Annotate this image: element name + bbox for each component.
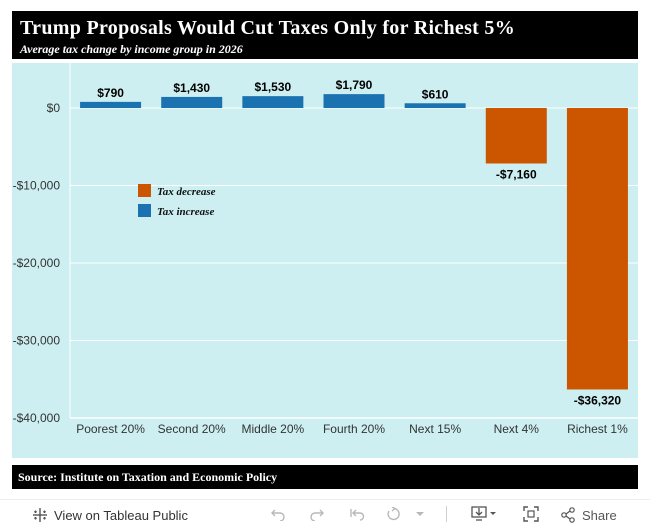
fullscreen-icon[interactable] [521, 506, 541, 522]
x-tick-label: Next 15% [409, 422, 461, 436]
data-label: $790 [97, 86, 124, 100]
y-tick-label: -$10,000 [13, 179, 61, 193]
refresh-icon[interactable] [384, 506, 404, 522]
bar-chart: $0 -$10,000 -$20,000 -$30,000 -$40,000 $790 Po… [13, 63, 638, 436]
tableau-toolbar: View on Tableau Public Share [0, 499, 650, 528]
legend-label: Tax increase [157, 206, 214, 218]
data-label: $610 [422, 87, 449, 101]
data-label: -$7,160 [496, 167, 537, 181]
x-tick-label: Middle 20% [242, 422, 305, 436]
source-note: Source: Institute on Taxation and Econom… [18, 470, 278, 484]
view-on-tableau-link[interactable]: View on Tableau Public [32, 507, 188, 523]
chart-subtitle: Average tax change by income group in 20… [20, 42, 243, 56]
view-on-tableau-label: View on Tableau Public [54, 507, 188, 523]
legend-swatch [138, 184, 151, 197]
bar [323, 94, 385, 108]
y-tick-label: -$20,000 [13, 256, 61, 270]
data-label: $1,430 [173, 81, 210, 95]
bar [161, 96, 223, 108]
legend-label: Tax decrease [157, 186, 216, 198]
bar [404, 103, 466, 108]
undo-icon[interactable] [268, 506, 288, 522]
toolbar-divider [446, 506, 447, 522]
data-label: $1,530 [255, 80, 292, 94]
chart-title: Trump Proposals Would Cut Taxes Only for… [20, 17, 516, 39]
bar [485, 108, 547, 164]
bar [242, 96, 304, 108]
title-bar: Trump Proposals Would Cut Taxes Only for… [12, 11, 638, 59]
y-tick-label: -$40,000 [13, 411, 61, 425]
share-icon [561, 507, 575, 523]
tableau-logo-icon [33, 508, 47, 522]
share-label: Share [582, 507, 617, 523]
source-bar: Source: Institute on Taxation and Econom… [12, 465, 638, 489]
data-label: -$36,320 [574, 393, 622, 407]
y-tick-label: $0 [47, 101, 61, 115]
redo-icon[interactable] [307, 506, 327, 522]
x-tick-label: Next 4% [494, 422, 540, 436]
download-icon[interactable] [470, 506, 500, 522]
data-label: $1,790 [336, 78, 373, 92]
x-tick-label: Poorest 20% [76, 422, 145, 436]
plot-area: $0 -$10,000 -$20,000 -$30,000 -$40,000 $790 Po… [12, 63, 638, 458]
bar [80, 101, 142, 108]
bar [566, 108, 628, 390]
x-tick-label: Second 20% [158, 422, 226, 436]
y-tick-label: -$30,000 [13, 334, 61, 348]
x-tick-label: Richest 1% [567, 422, 628, 436]
pause-dropdown-icon[interactable] [410, 506, 430, 522]
legend-swatch [138, 204, 151, 217]
revert-icon[interactable] [347, 506, 367, 522]
x-tick-label: Fourth 20% [323, 422, 385, 436]
share-button[interactable]: Share [560, 507, 617, 523]
